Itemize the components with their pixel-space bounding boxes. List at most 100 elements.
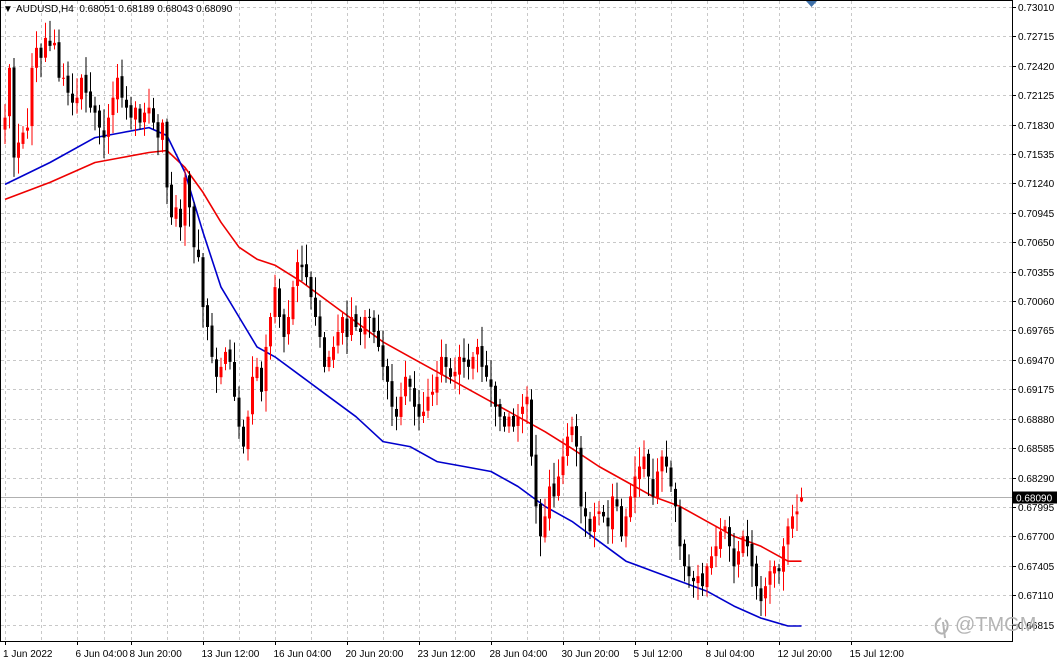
candle[interactable] <box>620 498 623 542</box>
candle[interactable] <box>237 386 241 439</box>
candle[interactable] <box>579 436 583 524</box>
candle[interactable] <box>408 375 412 402</box>
candle[interactable] <box>282 308 286 353</box>
candle[interactable] <box>746 519 749 557</box>
candle[interactable] <box>390 364 394 426</box>
candle[interactable] <box>210 313 214 364</box>
candle[interactable] <box>26 108 29 139</box>
candle[interactable] <box>255 357 259 382</box>
candle[interactable] <box>3 104 7 144</box>
price-axis[interactable]: 0.73010 0.72715 0.72420 0.72125 0.71830 0.715… <box>1012 3 1057 632</box>
candle[interactable] <box>152 97 155 130</box>
candle[interactable] <box>269 312 272 360</box>
candle[interactable] <box>246 410 250 461</box>
candle[interactable] <box>228 339 232 370</box>
candle[interactable] <box>345 300 349 355</box>
candle[interactable] <box>624 508 628 548</box>
candle[interactable] <box>557 459 560 501</box>
candle[interactable] <box>80 74 83 110</box>
candle[interactable] <box>323 331 326 373</box>
candle[interactable] <box>566 423 569 466</box>
candle[interactable] <box>305 244 308 286</box>
candle[interactable] <box>552 462 556 508</box>
candle[interactable] <box>300 245 304 282</box>
candle[interactable] <box>575 414 578 467</box>
candle[interactable] <box>93 96 97 131</box>
candle[interactable] <box>647 449 650 497</box>
candle[interactable] <box>530 389 533 466</box>
candle[interactable] <box>467 343 470 380</box>
candle[interactable] <box>755 555 758 600</box>
candle[interactable] <box>764 577 767 617</box>
candle[interactable] <box>489 360 493 407</box>
candle[interactable] <box>17 123 20 174</box>
candle[interactable] <box>386 358 389 400</box>
candle[interactable] <box>413 371 416 426</box>
candle[interactable] <box>602 505 605 523</box>
candle[interactable] <box>453 357 457 390</box>
candle[interactable] <box>314 277 317 326</box>
candle[interactable] <box>521 393 524 434</box>
candle[interactable] <box>741 530 745 557</box>
candle[interactable] <box>102 109 106 159</box>
candle[interactable] <box>458 344 461 395</box>
candle[interactable] <box>75 78 79 114</box>
candle[interactable] <box>723 519 727 540</box>
candle[interactable] <box>791 504 794 539</box>
candle[interactable] <box>48 20 52 52</box>
candle[interactable] <box>53 29 56 50</box>
candle[interactable] <box>498 398 502 432</box>
candle[interactable] <box>494 381 497 427</box>
candle[interactable] <box>507 412 511 433</box>
candle[interactable] <box>584 491 587 537</box>
candle[interactable] <box>561 438 565 485</box>
candle[interactable] <box>476 338 479 373</box>
candle[interactable] <box>21 126 25 149</box>
candle[interactable] <box>368 308 371 338</box>
candle[interactable] <box>66 61 70 106</box>
candle[interactable] <box>786 518 790 565</box>
candle[interactable] <box>89 72 92 113</box>
candle[interactable] <box>692 570 695 598</box>
candle[interactable] <box>651 458 655 505</box>
candle[interactable] <box>260 361 263 402</box>
candle[interactable] <box>170 171 173 225</box>
candle[interactable] <box>696 564 700 600</box>
candle[interactable] <box>161 119 164 153</box>
candle[interactable] <box>525 386 529 425</box>
candle[interactable] <box>192 201 196 264</box>
candle[interactable] <box>629 482 632 522</box>
candle[interactable] <box>750 530 754 587</box>
candle[interactable] <box>714 525 718 568</box>
candle[interactable] <box>588 511 592 540</box>
candle[interactable] <box>768 560 772 604</box>
candle[interactable] <box>233 342 236 402</box>
candle[interactable] <box>516 403 520 442</box>
candle[interactable] <box>503 412 506 432</box>
candle[interactable] <box>129 96 133 130</box>
candle[interactable] <box>440 339 443 383</box>
candle[interactable] <box>422 391 425 424</box>
candle[interactable] <box>543 498 547 543</box>
candle[interactable] <box>728 516 731 562</box>
candles[interactable] <box>3 20 804 617</box>
candle[interactable] <box>431 374 434 406</box>
candle[interactable] <box>273 274 277 324</box>
candle[interactable] <box>134 101 137 136</box>
candle[interactable] <box>219 357 223 385</box>
candle[interactable] <box>795 494 799 531</box>
candle[interactable] <box>512 408 515 432</box>
candle[interactable] <box>656 458 659 505</box>
candle[interactable] <box>449 358 452 384</box>
candle[interactable] <box>165 118 169 205</box>
candle[interactable] <box>318 300 322 348</box>
candle[interactable] <box>251 356 254 425</box>
candle[interactable] <box>399 382 403 426</box>
candle[interactable] <box>264 334 268 412</box>
candle[interactable] <box>800 487 803 503</box>
candle[interactable] <box>188 171 191 227</box>
candle[interactable] <box>678 499 682 560</box>
candle[interactable] <box>309 271 313 310</box>
candle[interactable] <box>701 562 704 596</box>
candle[interactable] <box>665 440 668 473</box>
